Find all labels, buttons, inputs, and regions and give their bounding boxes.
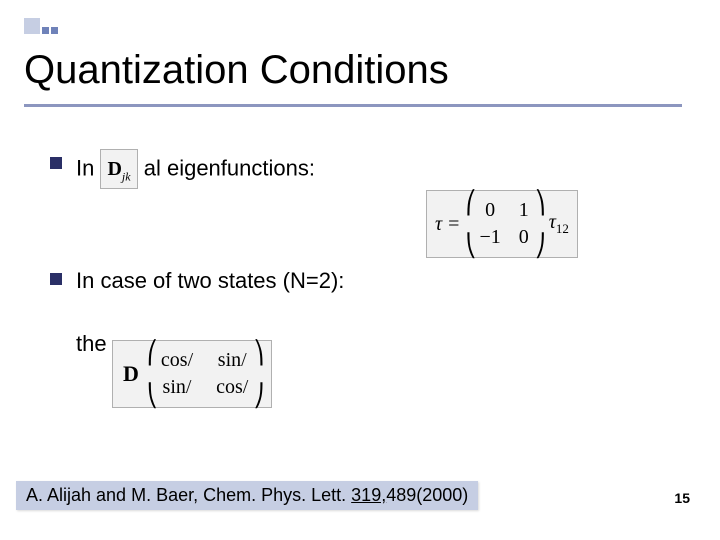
bullet-2-text: In case of two states (N=2): <box>76 268 344 293</box>
title-underline <box>24 104 682 107</box>
bullet-1: In Djk al eigenfunctions: <box>50 150 680 190</box>
bullet-1-prefix: In <box>76 156 100 181</box>
bullet-1-suffix: al eigenfunctions: <box>144 156 315 181</box>
page-title: Quantization Conditions <box>24 48 449 93</box>
reference: A. Alijah and M. Baer, Chem. Phys. Lett.… <box>16 481 478 510</box>
eq-djk: Djk <box>100 149 137 189</box>
eq-d-matrix: D cos/ sin/ sin/ cos/ <box>112 340 272 408</box>
bullet-icon <box>50 273 62 285</box>
bullet-2: In case of two states (N=2): <box>50 266 680 296</box>
eq-tau-matrix: τ = 0 1 −1 0 τ12 <box>426 190 578 258</box>
bullet-icon <box>50 157 62 169</box>
page-number: 15 <box>674 490 690 506</box>
body: In Djk al eigenfunctions: In case of two… <box>50 150 680 357</box>
